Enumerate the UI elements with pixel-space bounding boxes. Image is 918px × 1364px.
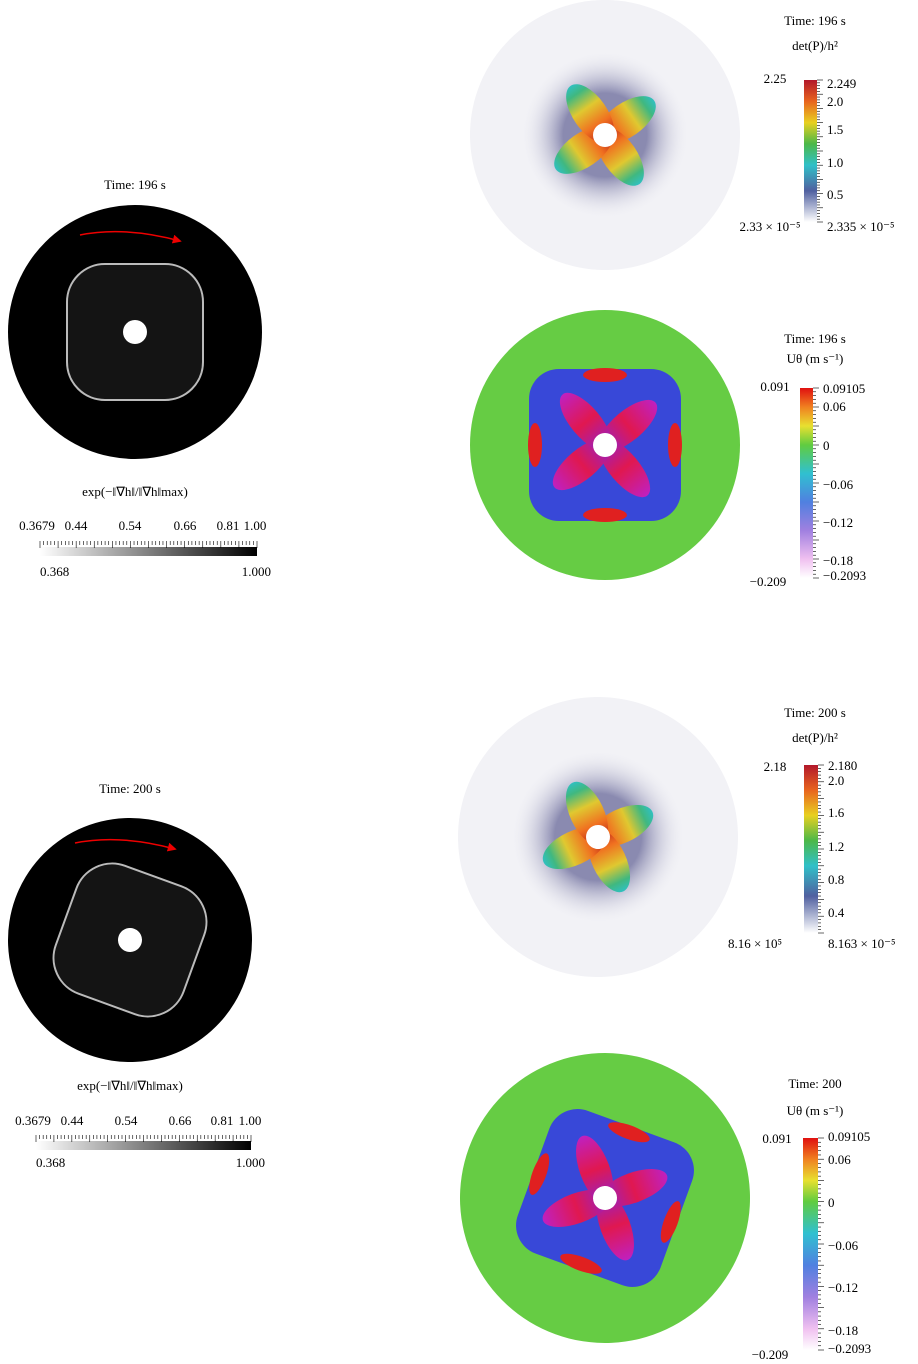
- max-label: 0.091: [760, 379, 789, 394]
- tick-label: 0.66: [169, 1113, 192, 1128]
- tick-label: 0.66: [174, 518, 197, 533]
- colorbar: [804, 80, 817, 222]
- hole: [593, 433, 617, 457]
- panel: Time: 196 s Uθ (m s⁻¹) 0.091 0.09105 0.06 0 −0…: [470, 310, 866, 589]
- tick-label: 0.44: [61, 1113, 84, 1128]
- tick-label: 0.81: [211, 1113, 234, 1128]
- panel-title: Time: 196 s: [784, 13, 846, 28]
- hole: [586, 825, 610, 849]
- max-label: 2.18: [764, 759, 787, 774]
- panel-title: Time: 196 s: [784, 331, 846, 346]
- tick-label: 0.44: [65, 518, 88, 533]
- panel: Time: 196 s det(P)/h² 2.25 2.249 2.0 1.5 1.0 0.…: [470, 0, 894, 270]
- hole: [593, 123, 617, 147]
- tick-label: 2.0: [827, 94, 843, 109]
- field-plot: [470, 310, 740, 580]
- tick-label: 0: [828, 1195, 835, 1210]
- edge-blob: [660, 1201, 681, 1243]
- edge-blob: [668, 423, 682, 467]
- panel-title: Time: 200 s: [99, 781, 161, 796]
- tick-label: 0.5: [827, 187, 843, 202]
- rotation-arrow: [74, 838, 177, 852]
- panel: Time: 200 Uθ (m s⁻¹) 0.091 0.09105 0.06 0 −0.0…: [460, 1053, 871, 1362]
- hole: [123, 320, 147, 344]
- tick-label: 0.54: [115, 1113, 138, 1128]
- edge-blob: [608, 1122, 650, 1143]
- hole: [118, 928, 142, 952]
- colorbar: [804, 765, 818, 933]
- colorbar: [36, 1141, 251, 1150]
- edge-blob: [528, 423, 542, 467]
- legend-title: det(P)/h²: [792, 730, 838, 745]
- max-label: 1.000: [242, 564, 271, 579]
- tick-label: 2.180: [828, 758, 857, 773]
- edge-blob: [529, 1153, 550, 1195]
- legend-title: exp(−‖∇h‖/‖∇h‖max): [77, 1078, 183, 1093]
- field-plot: [8, 205, 262, 459]
- tick-label: 0: [823, 438, 830, 453]
- field-plot: [8, 818, 252, 1062]
- tick-label: −0.12: [828, 1280, 858, 1295]
- min-label: 0.368: [40, 564, 69, 579]
- tick-label: −0.12: [823, 515, 853, 530]
- legend-title: Uθ (m s⁻¹): [787, 351, 844, 366]
- tick-label: 0.3679: [15, 1113, 51, 1128]
- tick-label: 0.3679: [19, 518, 55, 533]
- edge-blob: [560, 1253, 602, 1274]
- tick-label: 1.2: [828, 839, 844, 854]
- colorbar: [800, 388, 813, 578]
- tick-label: −0.06: [823, 477, 854, 492]
- tick-label: 0.09105: [823, 381, 865, 396]
- panel-title: Time: 196 s: [104, 177, 166, 192]
- tick-label: 0.09105: [828, 1129, 870, 1144]
- tick-label: 1.5: [827, 122, 843, 137]
- tick-label: 0.54: [119, 518, 142, 533]
- field-plot: [460, 1053, 750, 1343]
- max-label: 0.091: [762, 1131, 791, 1146]
- tick-label: −0.06: [828, 1238, 859, 1253]
- tick-label: 0.81: [217, 518, 240, 533]
- panel-title: Time: 200 s: [784, 705, 846, 720]
- tick-label: −0.18: [828, 1323, 858, 1338]
- tick-label: 1.00: [239, 1113, 262, 1128]
- rotation-arrow: [79, 230, 182, 244]
- tick-label: 1.0: [827, 155, 843, 170]
- min-label: 0.368: [36, 1155, 65, 1170]
- field-plot: [470, 0, 740, 270]
- edge-blob: [583, 368, 627, 382]
- tick-label: 0.8: [828, 872, 844, 887]
- tick-label: 2.0: [828, 773, 844, 788]
- tick-label: −0.2093: [828, 1341, 871, 1356]
- tick-label: −0.18: [823, 553, 853, 568]
- tick-label: 1.00: [244, 518, 267, 533]
- tick-label: 0.4: [828, 905, 845, 920]
- colorbar: [40, 547, 257, 556]
- tick-label: 0.06: [823, 399, 846, 414]
- min-label: −0.209: [752, 1347, 789, 1362]
- hole: [593, 1186, 617, 1210]
- tick-label: 1.6: [828, 805, 845, 820]
- min-label: 8.16 × 10⁵: [728, 936, 782, 951]
- colorbar: [803, 1138, 818, 1350]
- tick-label: 2.335 × 10⁻⁵: [827, 219, 894, 234]
- max-label: 2.25: [764, 71, 787, 86]
- panel: Time: 200 s exp(−‖∇h‖/‖∇h‖max) 0.3679 0.44 0…: [8, 781, 265, 1170]
- min-label: −0.209: [750, 574, 787, 589]
- tick-label: 2.249: [827, 76, 856, 91]
- max-label: 1.000: [236, 1155, 265, 1170]
- min-label: 2.33 × 10⁻⁵: [740, 219, 801, 234]
- edge-blob: [583, 508, 627, 522]
- field-plot: [458, 697, 738, 977]
- legend-title: Uθ (m s⁻¹): [787, 1103, 844, 1118]
- tick-label: −0.2093: [823, 568, 866, 583]
- legend-title: exp(−‖∇h‖/‖∇h‖max): [82, 484, 188, 499]
- tick-label: 0.06: [828, 1152, 851, 1167]
- tick-label: 8.163 × 10⁻⁵: [828, 936, 895, 951]
- panel-title: Time: 200: [788, 1076, 841, 1091]
- panel: Time: 196 s exp(−‖∇h‖/‖∇h‖max) 0.3679 0.44 0…: [8, 177, 271, 579]
- legend-title: det(P)/h²: [792, 38, 838, 53]
